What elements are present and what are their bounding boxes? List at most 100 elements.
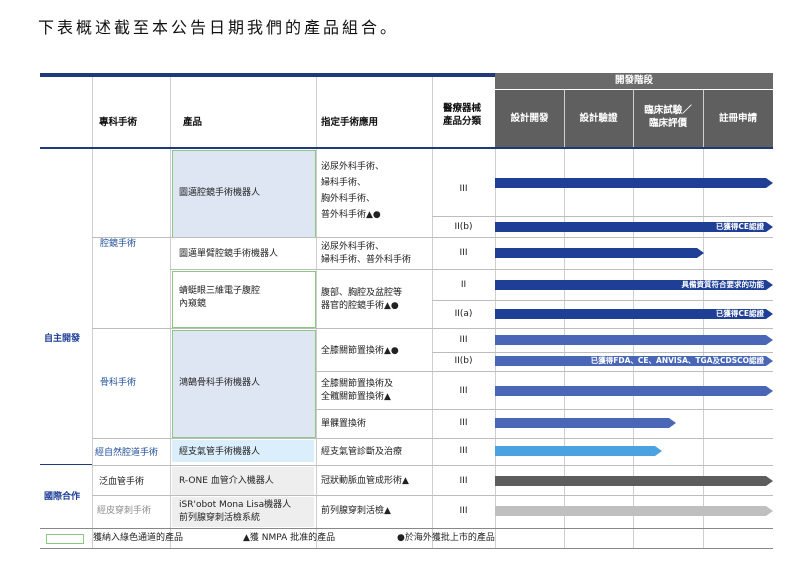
product-mona-lisa-line1: iSR'obot Mona Lisa機器人 — [179, 500, 292, 510]
page-title: 下表概述截至本公告日期我們的產品組合。 — [38, 18, 400, 37]
product-mona-lisa-line2: 前列腺穿刺活檢系統 — [179, 513, 261, 523]
progress-bar — [495, 248, 703, 258]
phase-clinical-line1: 臨床試驗／ — [644, 105, 692, 116]
table-bottom-rule — [40, 528, 773, 529]
phase-group-label: 開發階段 — [614, 75, 653, 86]
row-divider — [432, 352, 773, 353]
progress-bar — [495, 446, 662, 456]
legend-overseas-label: ●於海外獲批上市的產品 — [397, 533, 495, 543]
progress-bar — [495, 476, 773, 486]
application-text: 泌尿外科手術、 — [321, 162, 385, 172]
application-text: 婦科手術、普外科手術 — [321, 255, 412, 265]
progress-bar — [495, 309, 773, 319]
product-highlight-box — [172, 497, 314, 527]
application-text: 單髁置換術 — [321, 419, 367, 429]
col-class-header-line1: 醫療器械 — [442, 103, 481, 114]
divider — [316, 77, 317, 548]
header-phase-band — [495, 73, 773, 89]
phase-design-dev: 設計開發 — [510, 113, 549, 124]
device-class: III — [459, 386, 468, 396]
application-text: 婦科手術、 — [321, 178, 367, 188]
device-class: II(b) — [454, 356, 473, 366]
product-bronchial: 經支氣管手術機器人 — [179, 447, 261, 457]
col-class-header-line2: 產品分類 — [442, 116, 481, 127]
device-class: III — [459, 446, 468, 456]
product-dragonfly-eye-line2: 內窺鏡 — [179, 299, 207, 309]
progress-note: 已獲得CE認證 — [715, 309, 764, 318]
progress-bar — [495, 280, 773, 290]
application-text: 前列腺穿刺活檢▲ — [321, 506, 391, 516]
divider — [92, 77, 93, 548]
col-specialty-header: 專科手術 — [99, 117, 138, 128]
green-channel-box — [172, 271, 316, 328]
group-self-developed: 自主開發 — [44, 334, 81, 344]
row-divider — [432, 216, 773, 217]
group-rule — [40, 464, 92, 465]
row-divider — [92, 237, 773, 238]
application-text: 經支氣管診斷及治療 — [321, 447, 403, 457]
row-divider — [92, 495, 773, 496]
product-r-one: R-ONE 血管介入機器人 — [179, 476, 274, 486]
device-class: II(a) — [454, 309, 473, 319]
divider — [170, 77, 171, 548]
row-divider — [432, 300, 773, 301]
row-divider — [316, 371, 773, 372]
product-toumai-single-arm: 圖邁單臂腔鏡手術機器人 — [179, 249, 279, 259]
legend-nmpa-label: ▲獲 NMPA 批准的產品 — [243, 533, 336, 543]
device-class: II — [460, 280, 467, 290]
progress-bar — [495, 356, 773, 366]
application-text: 全髖關節置換術▲ — [321, 392, 391, 402]
group-rule — [40, 148, 92, 149]
progress-note: 具備資質符合要求的功能 — [681, 280, 765, 289]
row-divider — [316, 409, 773, 410]
device-class: III — [459, 335, 468, 345]
row-divider — [92, 328, 773, 329]
divider — [432, 77, 433, 548]
divider — [495, 148, 496, 548]
application-text: 普外科手術▲● — [321, 210, 381, 220]
application-text: 腹部、胸腔及盆腔等 — [321, 288, 403, 298]
product-highlight-box — [172, 440, 314, 462]
product-toumai: 圖邁腔鏡手術機器人 — [179, 188, 261, 198]
phase-registration: 註冊申請 — [718, 113, 757, 124]
green-channel-box — [172, 330, 316, 438]
progress-bar — [495, 386, 773, 396]
specialty-orthopedic: 骨科手術 — [100, 378, 137, 388]
application-text: 器官的腔鏡手術▲● — [321, 301, 399, 311]
divider — [564, 90, 565, 548]
progress-bar — [495, 418, 676, 428]
phase-clinical-line2: 臨床評價 — [648, 118, 687, 129]
legend-green-label: 獲納入綠色通道的產品 — [93, 533, 184, 543]
product-dragonfly-eye-line1: 蜻蜓眼三維電子腹腔 — [179, 286, 261, 296]
progress-note: 已獲得CE認證 — [715, 222, 764, 231]
group-international: 國際合作 — [44, 492, 81, 502]
divider — [633, 90, 634, 548]
device-class: III — [459, 248, 468, 258]
progress-bar — [495, 222, 773, 232]
legend-green-swatch — [46, 534, 84, 544]
application-text: 泌尿外科手術、 — [321, 242, 385, 252]
product-highlight-box — [172, 467, 314, 495]
green-channel-box — [172, 150, 316, 238]
application-text: 胸外科手術、 — [321, 194, 376, 204]
application-text: 冠狀動脈血管成形術▲ — [321, 476, 409, 486]
application-text: 全膝關節置換術▲● — [321, 346, 399, 356]
device-class: II(b) — [454, 222, 473, 232]
application-text: 全膝關節置換術及 — [321, 379, 394, 389]
header-bottom-rule — [40, 147, 773, 149]
legend-bottom-rule — [40, 548, 773, 549]
product-honghu: 鴻鵠骨科手術機器人 — [179, 378, 261, 388]
phase-design-verify: 設計驗證 — [579, 113, 618, 124]
row-divider — [92, 465, 773, 466]
row-divider — [170, 269, 773, 270]
progress-note: 已獲得FDA、CE、ANVISA、TGA及CDSCO認證 — [590, 356, 764, 365]
divider — [703, 90, 704, 548]
device-class: III — [459, 506, 468, 516]
row-divider — [92, 438, 773, 439]
col-product-header: 產品 — [183, 117, 203, 128]
header-phase-row — [495, 90, 773, 148]
progress-bar — [495, 178, 773, 188]
specialty-laparoscopic: 腔鏡手術 — [100, 239, 137, 249]
progress-bar — [495, 506, 773, 516]
specialty-natural-orifice: 經自然腔道手術 — [95, 448, 159, 458]
